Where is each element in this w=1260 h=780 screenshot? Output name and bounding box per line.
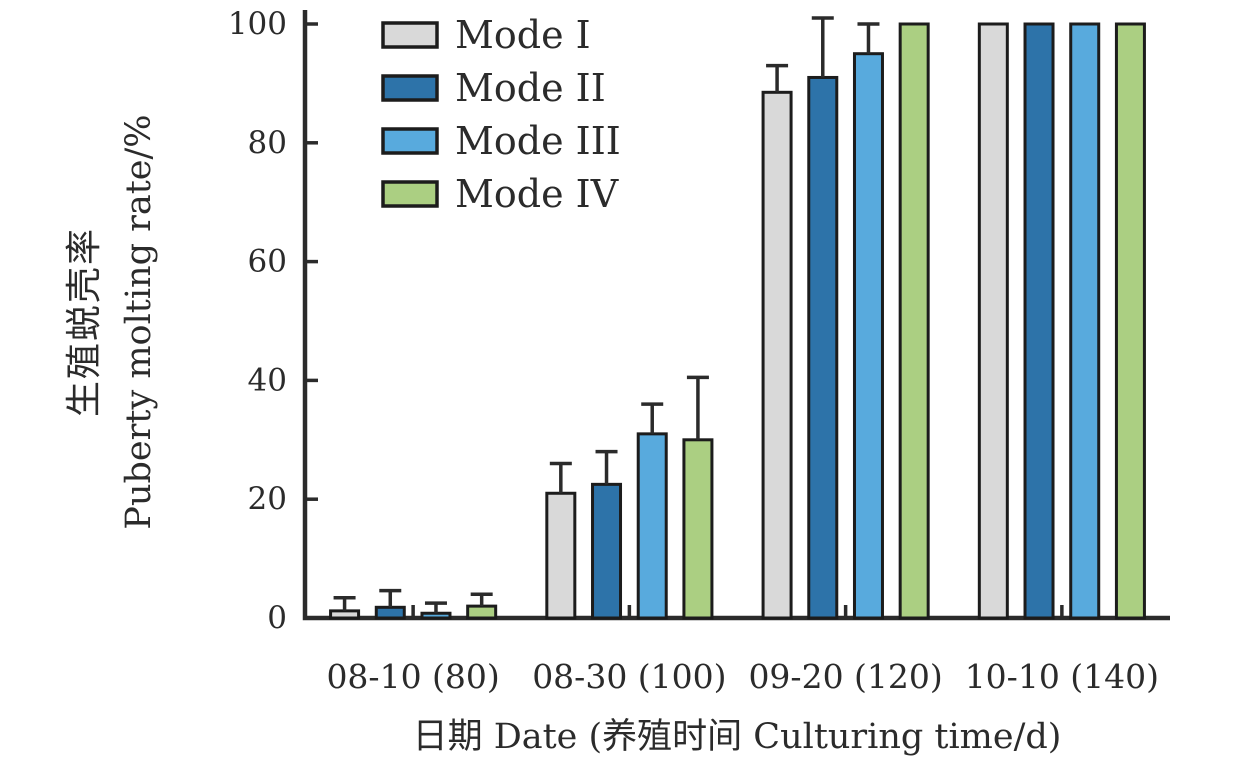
y-tick-label: 60 bbox=[248, 244, 287, 280]
legend-swatch-mode-i bbox=[381, 21, 439, 49]
bar-mode-i bbox=[329, 609, 361, 620]
legend-label: Mode IV bbox=[455, 172, 619, 216]
bar-mode-i bbox=[977, 22, 1009, 620]
x-tick-label: 08-10 (80) bbox=[326, 657, 499, 696]
plot-area: 0 20 40 60 80 100 08-10 (80) 08-30 (100) 09-20 (… bbox=[228, 6, 1170, 696]
bar-mode-iv bbox=[682, 438, 714, 620]
bar-mode-iv bbox=[1114, 22, 1146, 620]
bar-mode-iii bbox=[1069, 22, 1101, 620]
bar-mode-ii bbox=[807, 75, 839, 620]
legend-swatch-mode-ii bbox=[381, 74, 439, 102]
bar-mode-i bbox=[545, 491, 577, 620]
bar-mode-ii bbox=[374, 605, 406, 620]
bar-mode-iii bbox=[636, 432, 668, 620]
legend-label: Mode III bbox=[455, 119, 621, 163]
y-tick-label: 80 bbox=[248, 125, 287, 161]
legend-swatch-mode-iv bbox=[381, 180, 439, 208]
x-tick-label: 09-20 (120) bbox=[748, 657, 942, 696]
legend-swatch-mode-iii bbox=[381, 127, 439, 155]
x-axis-title: 日期 Date (养殖时间 Culturing time/d) bbox=[413, 717, 1062, 757]
bar-mode-ii bbox=[1023, 22, 1055, 620]
legend-label: Mode II bbox=[455, 66, 606, 110]
bar-mode-ii bbox=[591, 482, 623, 620]
y-tick-label: 20 bbox=[248, 481, 287, 517]
x-tick-label: 10-10 (140) bbox=[965, 657, 1159, 696]
y-tick-label: 100 bbox=[228, 6, 287, 42]
bar-mode-iv bbox=[898, 22, 930, 620]
bar-mode-i bbox=[761, 90, 793, 620]
y-tick-label: 40 bbox=[248, 362, 287, 398]
y-axis-title-en: Puberty molting rate/% bbox=[119, 114, 159, 529]
bar-mode-iv bbox=[466, 604, 498, 620]
legend-label: Mode I bbox=[455, 13, 591, 57]
y-axis-title-cn: 生殖蜕壳率 bbox=[64, 227, 105, 417]
bar-mode-iii bbox=[420, 611, 452, 620]
y-tick-label: 0 bbox=[267, 600, 287, 636]
x-tick-label: 08-30 (100) bbox=[532, 657, 726, 696]
bar-mode-iii bbox=[852, 52, 884, 620]
